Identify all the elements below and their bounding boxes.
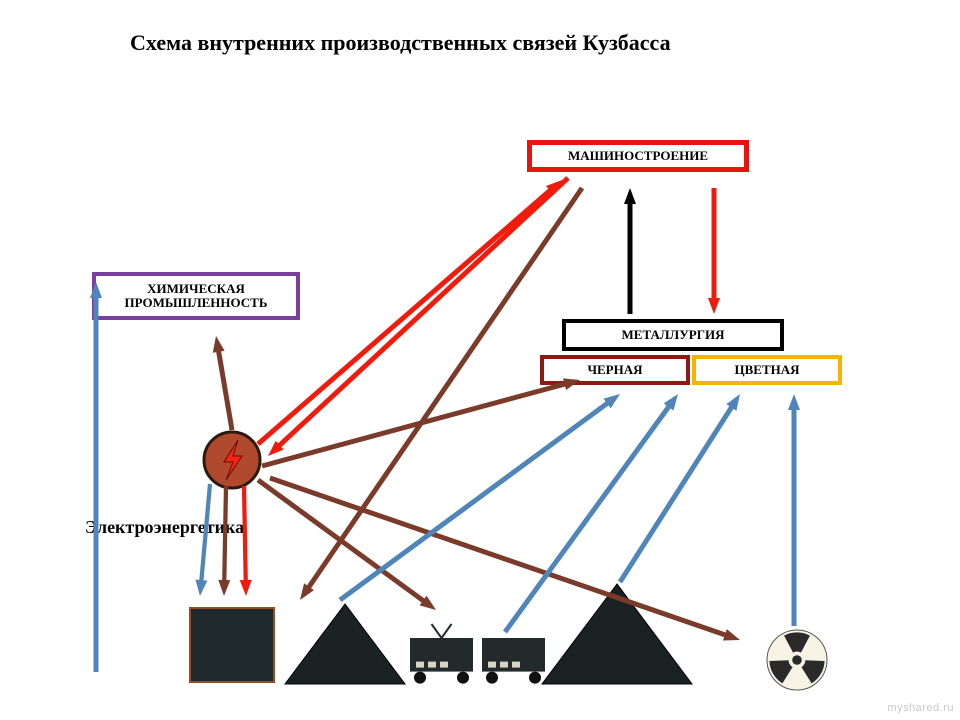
diagram-title: Схема внутренних производственных связей…	[130, 30, 671, 56]
chemical-industry-label: ХИМИЧЕСКАЯ ПРОМЫШЛЕННОСТЬ	[96, 282, 296, 311]
machine-building-box: МАШИНОСТРОЕНИЕ	[527, 140, 749, 172]
energy-label: Электроэнергетика	[85, 517, 244, 538]
nonferrous-box: ЦВЕТНАЯ	[692, 355, 842, 385]
metallurgy-box: МЕТАЛЛУРГИЯ	[562, 319, 784, 351]
nonferrous-label: ЦВЕТНАЯ	[734, 363, 799, 377]
watermark: myshared.ru	[887, 702, 954, 714]
machine-building-label: МАШИНОСТРОЕНИЕ	[568, 149, 708, 163]
ferrous-label: ЧЕРНАЯ	[587, 363, 642, 377]
metallurgy-label: МЕТАЛЛУРГИЯ	[622, 328, 725, 342]
chemical-industry-box: ХИМИЧЕСКАЯ ПРОМЫШЛЕННОСТЬ	[92, 272, 300, 320]
ferrous-box: ЧЕРНАЯ	[540, 355, 690, 385]
